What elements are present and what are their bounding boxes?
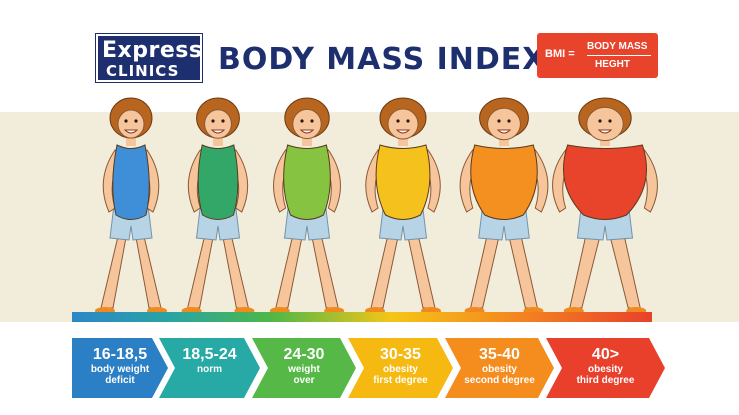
formula-denominator: HEGHT (595, 59, 630, 70)
bmi-arrow-6: 40> obesity third degree (546, 338, 665, 398)
figure-1-face (117, 109, 145, 139)
figure-3-left-leg (275, 227, 304, 309)
figure-2-face (204, 109, 232, 139)
figure-1-neck (126, 134, 136, 146)
bmi-range: 18,5-24 (182, 346, 237, 363)
figure-5-left-eye (497, 119, 501, 123)
figure-6-left-leg (569, 227, 602, 309)
figure-1-smile (123, 129, 139, 134)
figure-5-left-leg (469, 227, 501, 309)
figure-5-smile (496, 129, 512, 134)
figure-1-left-eye (124, 119, 128, 123)
figure-6-face (586, 106, 624, 142)
bmi-arrow-2: 18,5-24 norm (159, 338, 260, 398)
bmi-description-line: first degree (373, 375, 428, 386)
figure-1-right-eye (134, 119, 138, 123)
figure-4-left-leg (370, 227, 400, 309)
figure-1-left-leg (100, 227, 128, 309)
figure-3-neck (302, 134, 312, 146)
figure-4-neck (398, 134, 408, 146)
figure-3-swimsuit (283, 144, 331, 220)
figure-4-face (387, 108, 419, 140)
bmi-arrow-3: 24-30 weight over (252, 338, 356, 398)
figure-3-smile (299, 129, 315, 134)
bmi-description-line: weight (288, 364, 320, 375)
figure-2-right-leg (221, 227, 250, 309)
logo-line-1: Express (102, 38, 203, 63)
figure-4-swimsuit (375, 144, 431, 220)
formula-fraction-line (587, 55, 651, 56)
figure-3-right-eye (310, 119, 314, 123)
bmi-range: 16-18,5 (92, 346, 148, 363)
figure-6-smile (597, 129, 613, 134)
figure-3-left-eye (300, 119, 304, 123)
bmi-arrow-5: 35-40 obesity second degree (445, 338, 554, 398)
bmi-description-line: obesity (382, 364, 418, 375)
figure-3-face (292, 108, 322, 140)
express-clinics-logo: Express CLINICS (95, 33, 203, 83)
figure-4-smile (395, 129, 411, 134)
figure-2-left-eye (211, 119, 215, 123)
bmi-range: 35-40 (479, 346, 520, 363)
bmi-description-line: body weight (90, 364, 150, 375)
bmi-description-line: third degree (576, 375, 635, 386)
bmi-formula-box: BMI = BODY MASS HEGHT (537, 33, 658, 78)
page-title: BODY MASS INDEX (218, 42, 547, 77)
bmi-description-line: norm (197, 364, 222, 375)
bmi-description-line: over (293, 375, 315, 386)
figure-2-neck (213, 134, 223, 146)
figure-4-right-eye (406, 119, 410, 123)
figure-6-right-leg (608, 227, 641, 309)
figure-1-swimsuit (112, 144, 150, 220)
figure-5-right-eye (507, 119, 511, 123)
figure-6-left-eye (598, 119, 602, 123)
figure-3-right-leg (310, 227, 339, 309)
bmi-range: 24-30 (283, 346, 325, 363)
bmi-range: 30-35 (380, 346, 421, 363)
figure-4-right-leg (406, 227, 436, 309)
figure-2-swimsuit (197, 144, 239, 220)
figure-6-swimsuit (563, 144, 647, 220)
logo-line-2: CLINICS (106, 62, 180, 80)
bmi-description-line: obesity (481, 364, 517, 375)
body-figures (95, 97, 658, 315)
color-floor-stripe (72, 312, 652, 322)
figure-2-left-leg (186, 227, 215, 309)
figure-5-swimsuit (470, 144, 538, 220)
bmi-range: 40> (591, 346, 620, 363)
bmi-description-line: obesity (587, 364, 623, 375)
figure-5-face (487, 107, 521, 141)
figure-2-right-eye (221, 119, 225, 123)
bmi-arrow-4: 30-35 obesity first degree (348, 338, 453, 398)
bmi-description-line: deficit (105, 375, 135, 386)
bmi-description-line: second degree (464, 375, 535, 386)
formula-left: BMI = (545, 48, 575, 60)
figure-6-right-eye (608, 119, 612, 123)
figure-2-smile (210, 129, 226, 134)
figure-5-right-leg (507, 227, 539, 309)
formula-numerator: BODY MASS (587, 41, 648, 52)
bmi-arrow-1: 16-18,5 body weight deficit (72, 338, 168, 398)
figure-4-left-eye (396, 119, 400, 123)
figure-1-right-leg (134, 227, 162, 309)
